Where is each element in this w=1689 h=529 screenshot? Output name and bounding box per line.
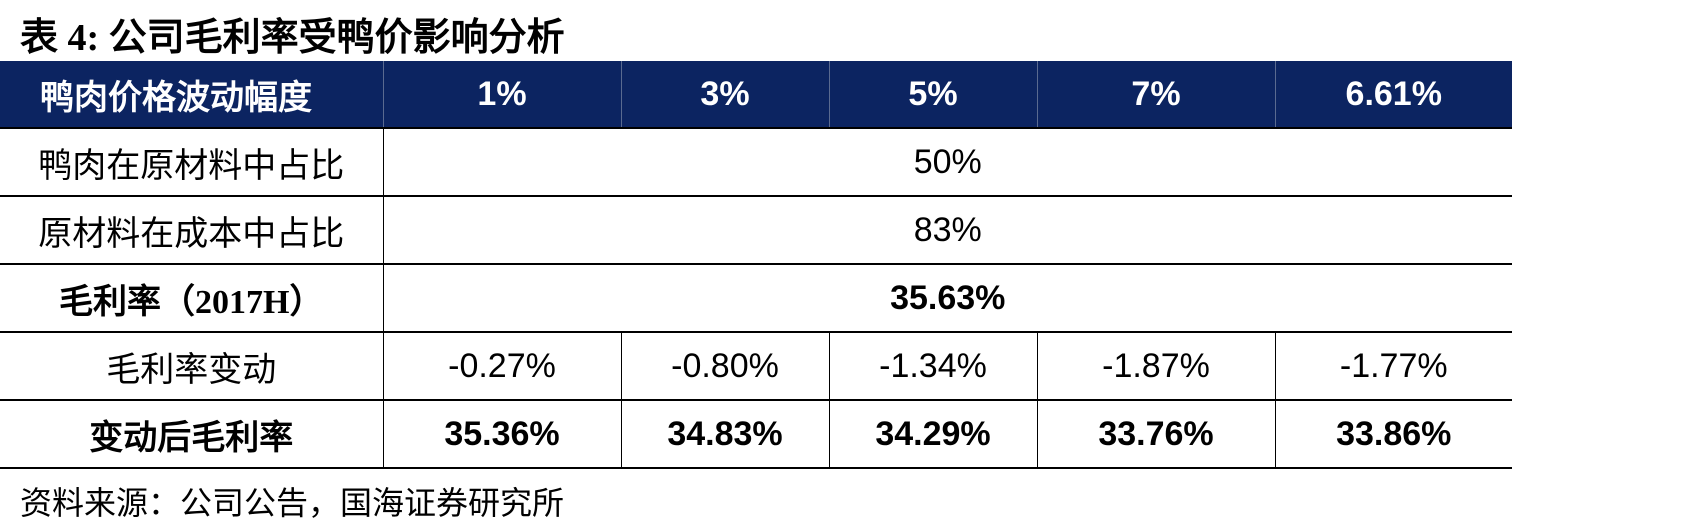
row-label: 变动后毛利率	[0, 400, 383, 469]
cell: -1.77%	[1274, 332, 1512, 401]
cell: -1.34%	[828, 332, 1037, 401]
row-label: 原材料在成本中占比	[0, 196, 383, 265]
header-row: 鸭肉价格波动幅度 1% 3% 5% 7% 6.61%	[0, 61, 1512, 129]
cell: -1.87%	[1036, 332, 1275, 401]
cell: 35.63%	[382, 264, 1512, 333]
row-label: 毛利率（2017H）	[0, 264, 383, 333]
cell: 34.29%	[828, 400, 1037, 469]
cell: -0.80%	[620, 332, 829, 401]
header-cell: 3%	[620, 61, 829, 129]
source-note: 资料来源：公司公告，国海证券研究所	[20, 485, 565, 521]
row: 毛利率变动 -0.27% -0.80% -1.34% -1.87% -1.77%	[0, 332, 1512, 401]
row-label: 毛利率变动	[0, 332, 383, 401]
cell: -0.27%	[382, 332, 621, 401]
cell: 34.83%	[620, 400, 829, 469]
cell: 35.36%	[382, 400, 621, 469]
row: 变动后毛利率 35.36% 34.83% 34.29% 33.76% 33.86…	[0, 400, 1512, 469]
row: 原材料在成本中占比 83%	[0, 196, 1512, 265]
cell: 83%	[382, 196, 1512, 265]
header-cell: 7%	[1036, 61, 1275, 129]
header-cell: 1%	[382, 61, 621, 129]
row: 鸭肉在原材料中占比 50%	[0, 128, 1512, 197]
header-cell: 6.61%	[1274, 61, 1512, 129]
table: 鸭肉价格波动幅度 1% 3% 5% 7% 6.61% 鸭肉在原材料中占比 50%…	[0, 61, 1512, 469]
header-cell: 5%	[828, 61, 1037, 129]
cell: 33.76%	[1036, 400, 1275, 469]
row: 毛利率（2017H） 35.63%	[0, 264, 1512, 333]
row-label: 鸭肉在原材料中占比	[0, 128, 383, 197]
cell: 50%	[382, 128, 1512, 197]
header-cell: 鸭肉价格波动幅度	[0, 61, 383, 129]
cell: 33.86%	[1274, 400, 1512, 469]
table-title: 表 4: 公司毛利率受鸭价影响分析	[20, 17, 565, 59]
